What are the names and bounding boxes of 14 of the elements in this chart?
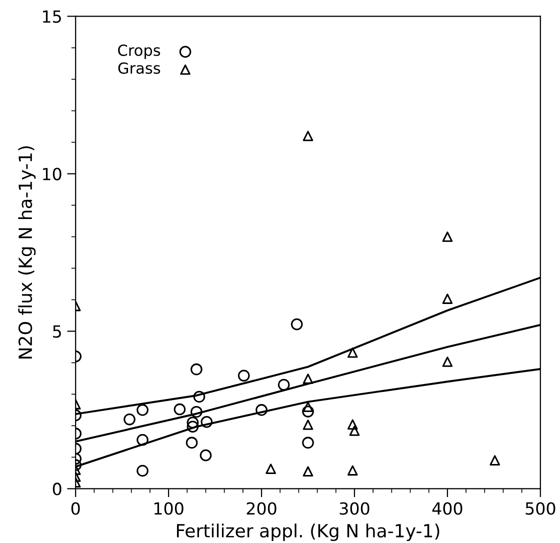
y-tick-label: 5 [53, 325, 61, 338]
x-axis-title: Fertilizer appl. (Kg N ha-1y-1) [177, 524, 440, 542]
y-tick-label: 10 [43, 168, 62, 180]
x-tick-label: 100 [154, 502, 184, 515]
x-tick-label: 400 [432, 502, 462, 515]
x-tick-label: 300 [340, 502, 370, 515]
y-axis-title: N2O flux (Kg N ha-1y-1) [18, 146, 36, 358]
y-tick-label: 0 [52, 482, 62, 496]
x-tick-label: 0 [71, 502, 80, 515]
legend-label: Grass [118, 62, 160, 74]
x-tick-label: 200 [246, 502, 276, 515]
legend-label: Crops [118, 44, 160, 59]
x-tick-label: 500 [526, 502, 556, 515]
y-tick-label: 15 [43, 10, 61, 23]
